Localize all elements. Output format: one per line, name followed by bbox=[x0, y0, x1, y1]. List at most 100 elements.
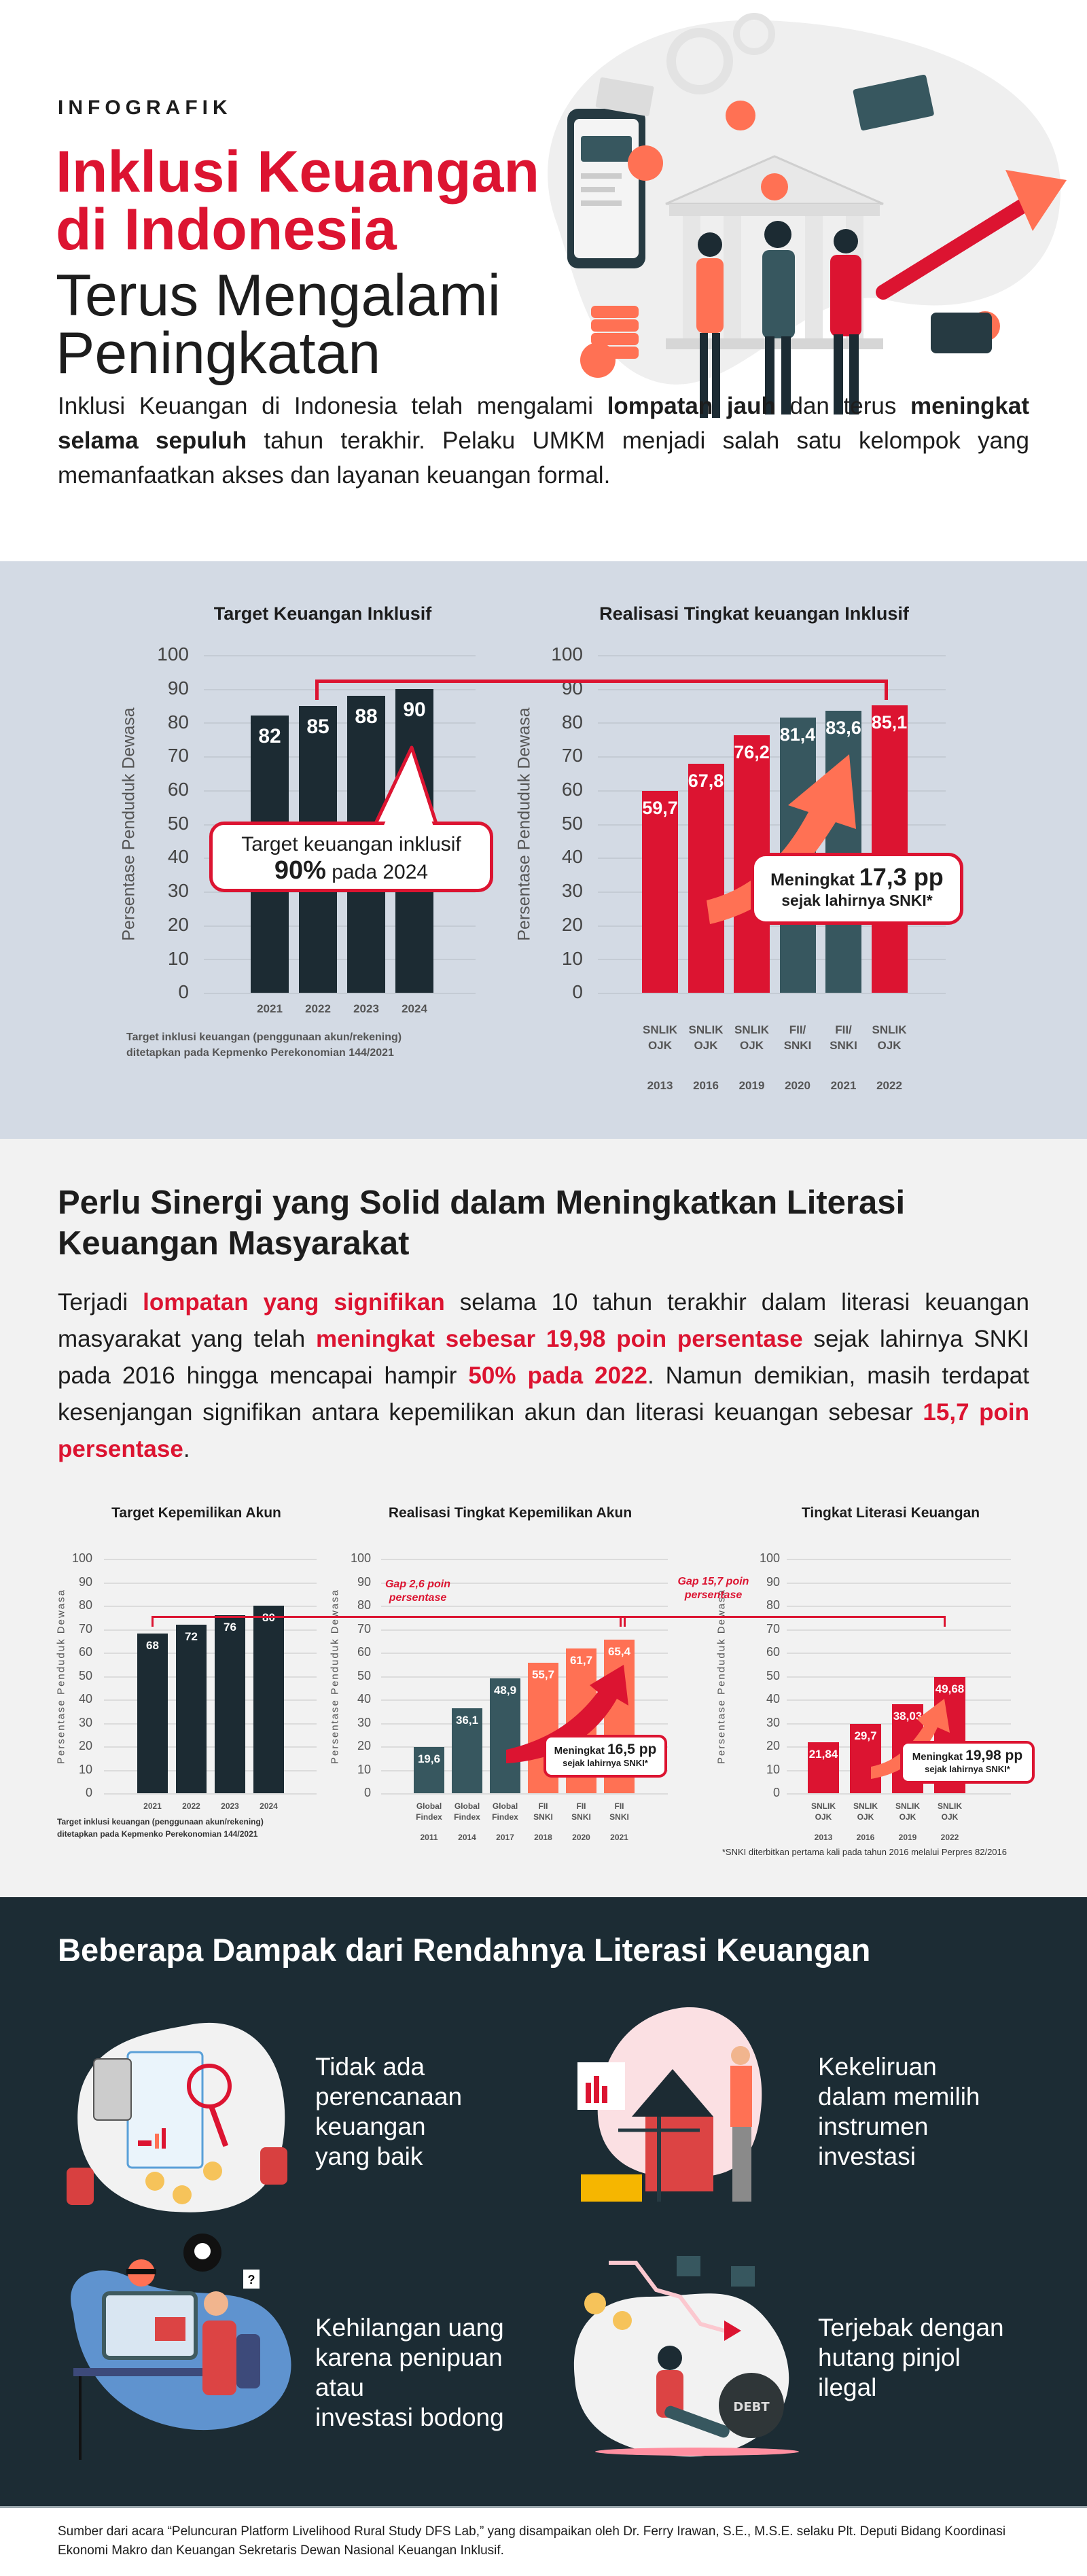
note-line: ditetapkan pada Kepmenko Perekonomian 14… bbox=[57, 1829, 258, 1839]
gridline bbox=[381, 1699, 668, 1701]
y-tick-label: 30 bbox=[357, 1715, 371, 1729]
debt-weight-icon bbox=[719, 2373, 784, 2438]
y-tick-label: 50 bbox=[167, 812, 189, 834]
x-category-label: SNLIK OJK bbox=[938, 1801, 962, 1822]
y-tick-label: 20 bbox=[561, 913, 583, 935]
chart-title: Tingkat Literasi Keuangan bbox=[801, 1505, 980, 1521]
note-line: ditetapkan pada Kepmenko Perekonomian 14… bbox=[126, 1047, 394, 1059]
x-category-label: FII SNKI bbox=[609, 1801, 629, 1822]
ownership-callout: Meningkat 16,5 pp sejak lahirnya SNKI* bbox=[544, 1735, 667, 1778]
y-tick-label: 70 bbox=[167, 745, 189, 766]
title-line-2: di Indonesia bbox=[56, 197, 397, 262]
x-category-label: FII SNKI bbox=[571, 1801, 591, 1822]
gridline bbox=[598, 790, 946, 792]
realisasi-callout: Meningkat 17,3 pp sejak lahirnya SNKI* bbox=[751, 853, 963, 925]
gridline bbox=[381, 1559, 668, 1560]
y-tick-label: 30 bbox=[78, 1715, 92, 1729]
bar-chart-icon bbox=[577, 2062, 625, 2110]
y-tick-label: 100 bbox=[350, 1551, 371, 1566]
bar-value-label: 83,6 bbox=[825, 717, 861, 738]
note-line: Target inklusi keuangan (penggunaan akun… bbox=[126, 1031, 402, 1043]
gridline bbox=[381, 1582, 668, 1584]
increase-arrow-icon bbox=[506, 1665, 628, 1763]
increase-arrow-icon bbox=[707, 754, 856, 924]
paragraph-highlight: 50% pada 2022 bbox=[468, 1362, 647, 1389]
bar bbox=[215, 1615, 245, 1793]
gridline bbox=[104, 1746, 317, 1748]
paragraph-text: . bbox=[183, 1436, 190, 1462]
callout-text: Meningkat bbox=[770, 870, 859, 889]
gap-bracket-tick bbox=[620, 1616, 622, 1627]
y-tick-label: 40 bbox=[561, 846, 583, 868]
callout-value: 90% bbox=[274, 856, 326, 885]
paragraph-text: selama 10 tahun terakhir dalam literasi … bbox=[58, 1289, 1030, 1352]
svg-text:?: ? bbox=[248, 2273, 255, 2287]
gridline bbox=[204, 756, 476, 758]
debt-illustration: DEBT bbox=[573, 2256, 799, 2457]
gridline bbox=[104, 1582, 317, 1584]
y-tick-label: 0 bbox=[772, 1786, 780, 1800]
money-bills-icon bbox=[595, 74, 934, 130]
y-tick-label: 60 bbox=[357, 1645, 371, 1659]
bar-value-label: 29,7 bbox=[854, 1729, 877, 1742]
callout-pointer-cover bbox=[382, 762, 434, 828]
y-tick-label: 30 bbox=[766, 1715, 780, 1729]
gear-icon bbox=[733, 13, 775, 55]
gridline bbox=[104, 1769, 317, 1771]
x-category-label: SNLIK OJK bbox=[688, 1023, 724, 1052]
gridline bbox=[787, 1653, 1011, 1654]
bar-value-label: 76 bbox=[224, 1620, 236, 1634]
x-category-label: SNLIK OJK bbox=[811, 1801, 836, 1822]
y-tick-label: 50 bbox=[561, 812, 583, 834]
gridline bbox=[204, 959, 476, 961]
x-category-label: FII/ SNKI bbox=[783, 1023, 812, 1052]
y-tick-label: 70 bbox=[357, 1621, 371, 1636]
gap-bracket bbox=[152, 1616, 946, 1618]
bar-value-label: 59,7 bbox=[642, 798, 678, 819]
bar bbox=[452, 1708, 482, 1793]
hero-illustration bbox=[548, 13, 1067, 418]
literacy-paragraph: Terjadi lompatan yang signifikan selama … bbox=[58, 1284, 1029, 1468]
paragraph-highlight: meningkat sebesar 19,98 poin persentase bbox=[316, 1326, 803, 1352]
x-category-label: FII/ SNKI bbox=[830, 1023, 857, 1052]
bar-value-label: 88 bbox=[355, 705, 378, 728]
y-tick-label: 100 bbox=[551, 643, 583, 665]
y-tick-label: 60 bbox=[561, 779, 583, 800]
y-tick-label: 80 bbox=[78, 1598, 92, 1612]
paragraph-text: Terjadi bbox=[58, 1289, 143, 1316]
growth-arrow-icon bbox=[876, 196, 1033, 300]
y-tick-label: 0 bbox=[178, 981, 189, 1003]
y-tick-label: 20 bbox=[357, 1739, 371, 1753]
comparison-bracket bbox=[315, 680, 888, 683]
gap-label-literacy: Gap 15,7 poin persentase bbox=[677, 1576, 749, 1601]
bar bbox=[137, 1634, 168, 1793]
x-category-label: 2024 bbox=[260, 1801, 278, 1811]
gridline bbox=[204, 655, 476, 656]
bar-value-label: 90 bbox=[403, 698, 426, 721]
comparison-bracket-left bbox=[315, 680, 319, 700]
section-heading: Perlu Sinergi yang Solid dalam Meningkat… bbox=[58, 1184, 906, 1262]
callout-value: 16,5 pp bbox=[607, 1742, 657, 1757]
y-tick-label: 90 bbox=[167, 677, 189, 699]
increase-arrow-icon bbox=[871, 1699, 950, 1779]
phone-icon bbox=[567, 109, 645, 268]
intro-emphasis: meningkat selama sepuluh bbox=[58, 393, 1029, 454]
paragraph-text: sejak lahirnya SNKI pada 2016 hingga men… bbox=[58, 1326, 1029, 1389]
bar-value-label: 65,4 bbox=[607, 1645, 631, 1659]
gridline bbox=[787, 1699, 1011, 1701]
gridline bbox=[598, 722, 946, 724]
chart-title: Target Keuangan Inklusif bbox=[213, 603, 432, 624]
impact-item-text: Terjebak dengan hutang pinjol ilegal bbox=[818, 2314, 1004, 2401]
bar-value-label: 38,03 bbox=[893, 1709, 923, 1723]
callout-text: Target keuangan inklusif bbox=[241, 833, 461, 855]
x-category-label: 2021 bbox=[257, 1002, 283, 1015]
chart-title: Realisasi Tingkat Kepemilikan Akun bbox=[388, 1505, 632, 1521]
bar bbox=[414, 1747, 444, 1793]
y-tick-label: 10 bbox=[357, 1762, 371, 1776]
bar-value-label: 68 bbox=[146, 1639, 159, 1653]
x-year-label: 2016 bbox=[856, 1833, 875, 1842]
y-tick-label: 100 bbox=[759, 1551, 780, 1566]
y-tick-label: 20 bbox=[766, 1739, 780, 1753]
note-line: Target inklusi keuangan (penggunaan akun… bbox=[57, 1817, 264, 1827]
